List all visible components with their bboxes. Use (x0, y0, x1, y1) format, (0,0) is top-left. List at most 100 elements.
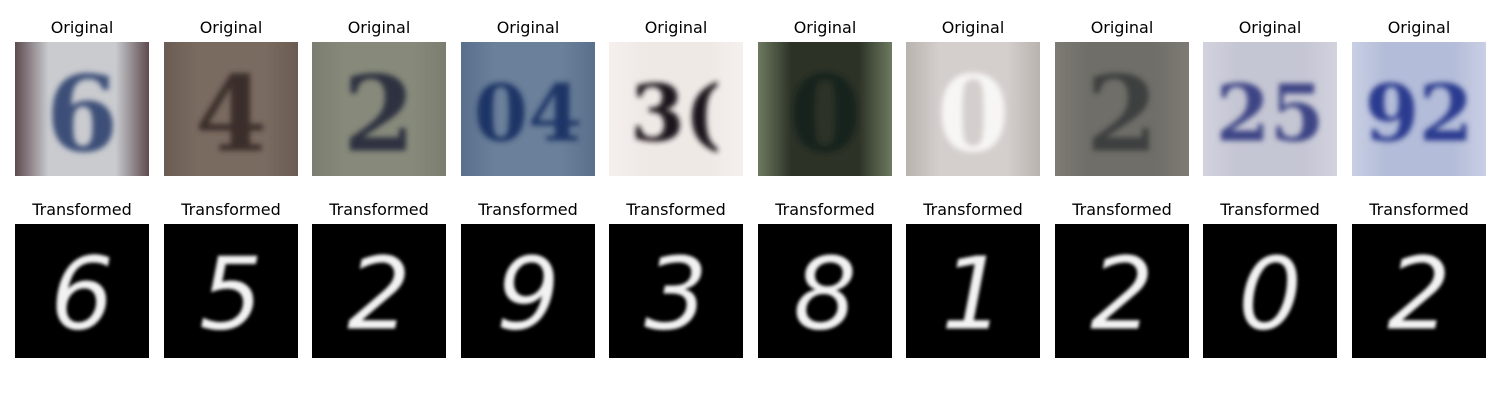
transformed-title: Transformed (181, 200, 281, 219)
original-image: 92 (1352, 42, 1486, 176)
transformed-image: 5 (164, 224, 298, 358)
transformed-image-svg: 8 (758, 224, 892, 358)
original-image-svg: 04 (461, 42, 595, 176)
original-image: 0 (758, 42, 892, 176)
original-image-svg: 2 (312, 42, 446, 176)
original-cell: Original 25 (1203, 18, 1337, 176)
black-background (164, 224, 298, 358)
original-image-svg: 92 (1352, 42, 1486, 176)
original-cell: Original 0 (906, 18, 1040, 176)
photo-background (15, 42, 149, 176)
handwritten-digit: 8 (793, 236, 857, 353)
original-cell: Original 2 (312, 18, 446, 176)
transformed-cell: Transformed 8 (758, 200, 892, 358)
transformed-image: 2 (312, 224, 446, 358)
handwritten-digit: 2 (347, 236, 411, 353)
transformed-cell: Transformed 3 (609, 200, 743, 358)
transformed-title: Transformed (923, 200, 1023, 219)
transformed-cell: Transformed 6 (15, 200, 149, 358)
original-cell: Original 6 (15, 18, 149, 176)
transformed-title: Transformed (626, 200, 726, 219)
photo-background (758, 42, 892, 176)
house-number-digit: 6 (46, 53, 118, 176)
original-image-svg: 0 (906, 42, 1040, 176)
photo-background (164, 42, 298, 176)
original-title: Original (1387, 18, 1451, 37)
house-number-digit: 92 (1365, 69, 1474, 160)
photo-background (312, 42, 446, 176)
house-number-digit: 04 (474, 69, 583, 160)
original-image: 3( (609, 42, 743, 176)
transformed-image: 6 (15, 224, 149, 358)
transformed-image-svg: 5 (164, 224, 298, 358)
transformed-cell: Transformed 2 (312, 200, 446, 358)
transformed-cell: Transformed 1 (906, 200, 1040, 358)
black-background (461, 224, 595, 358)
transformed-image-svg: 0 (1203, 224, 1337, 358)
handwritten-digit: 5 (199, 236, 263, 353)
transformed-image-svg: 3 (609, 224, 743, 358)
handwritten-digit: 2 (1387, 236, 1451, 353)
photo-background (461, 42, 595, 176)
transformed-image: 9 (461, 224, 595, 358)
handwritten-digit: 0 (1238, 236, 1302, 353)
transformed-cell: Transformed 2 (1352, 200, 1486, 358)
original-title: Original (941, 18, 1005, 37)
handwritten-digit: 1 (941, 236, 1005, 353)
house-number-digit: 3( (630, 69, 721, 160)
transformed-title: Transformed (775, 200, 875, 219)
house-number-digit: 2 (1086, 53, 1158, 176)
transformed-image-svg: 2 (1055, 224, 1189, 358)
transformed-cell: Transformed 2 (1055, 200, 1189, 358)
transformed-image: 0 (1203, 224, 1337, 358)
transformed-title: Transformed (32, 200, 132, 219)
house-number-digit: 0 (937, 53, 1009, 176)
black-background (1203, 224, 1337, 358)
handwritten-digit: 6 (50, 236, 114, 353)
transformed-title: Transformed (1220, 200, 1320, 219)
original-cell: Original 3( (609, 18, 743, 176)
transformed-cell: Transformed 5 (164, 200, 298, 358)
transformed-image: 1 (906, 224, 1040, 358)
original-image-svg: 3( (609, 42, 743, 176)
original-title: Original (50, 18, 114, 37)
transformed-image-svg: 2 (1352, 224, 1486, 358)
original-cell: Original 0 (758, 18, 892, 176)
original-title: Original (347, 18, 411, 37)
transformed-image-svg: 9 (461, 224, 595, 358)
original-image-svg: 4 (164, 42, 298, 176)
photo-background (1055, 42, 1189, 176)
original-image: 25 (1203, 42, 1337, 176)
handwritten-digit: 3 (644, 236, 708, 353)
transformed-title: Transformed (1369, 200, 1469, 219)
original-title: Original (496, 18, 560, 37)
black-background (1352, 224, 1486, 358)
house-number-digit: 0 (789, 53, 861, 176)
house-number-digit: 2 (343, 53, 415, 176)
transformed-image: 8 (758, 224, 892, 358)
transformed-cell: Transformed 9 (461, 200, 595, 358)
original-image-svg: 2 (1055, 42, 1189, 176)
transformed-cell: Transformed 0 (1203, 200, 1337, 358)
original-title: Original (1238, 18, 1302, 37)
photo-background (1203, 42, 1337, 176)
black-background (312, 224, 446, 358)
photo-background (906, 42, 1040, 176)
transformed-image: 2 (1352, 224, 1486, 358)
transformed-image-svg: 1 (906, 224, 1040, 358)
transformed-image: 3 (609, 224, 743, 358)
original-image: 2 (312, 42, 446, 176)
original-title: Original (644, 18, 708, 37)
original-title: Original (1090, 18, 1154, 37)
handwritten-digit: 9 (496, 236, 560, 353)
original-cell: Original 04 (461, 18, 595, 176)
house-number-digit: 25 (1216, 69, 1325, 160)
transformed-image: 2 (1055, 224, 1189, 358)
black-background (1055, 224, 1189, 358)
black-background (609, 224, 743, 358)
black-background (15, 224, 149, 358)
original-image: 6 (15, 42, 149, 176)
house-number-digit: 4 (195, 53, 267, 176)
original-image-svg: 0 (758, 42, 892, 176)
